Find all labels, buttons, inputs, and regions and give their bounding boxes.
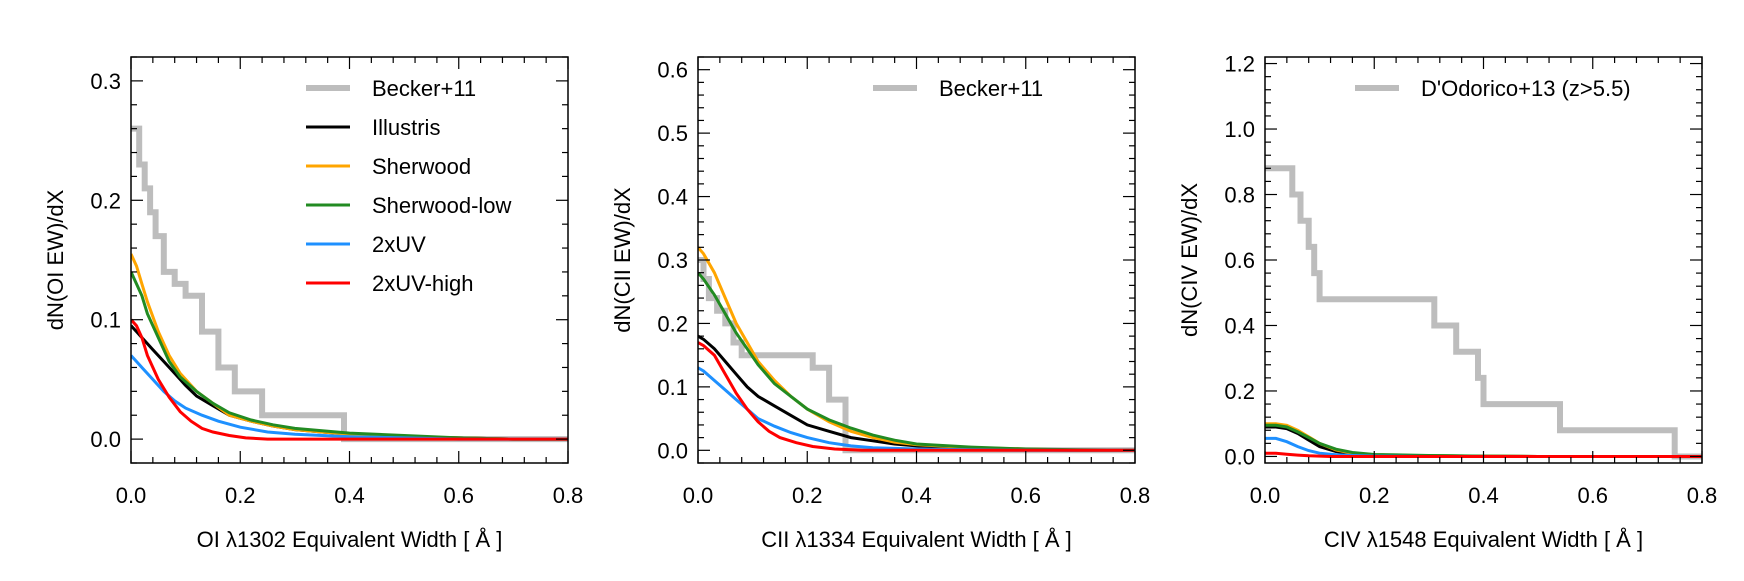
series-line-2xuv-high — [698, 341, 1135, 452]
x-tick-label: 0.0 — [1250, 483, 1281, 508]
y-axis-title: dN(CIV EW)/dX — [1177, 183, 1202, 337]
x-tick-label: 0.8 — [1120, 483, 1151, 508]
series-line-2xuv-high — [1265, 451, 1702, 458]
x-tick-label: 0.4 — [901, 483, 932, 508]
y-tick-label: 0.5 — [657, 121, 688, 146]
x-tick-label: 0.6 — [1577, 483, 1608, 508]
x-tick-label: 0.6 — [1010, 483, 1041, 508]
y-tick-label: 0.3 — [657, 248, 688, 273]
x-tick-label: 0.4 — [334, 483, 365, 508]
chart-panel-3: 0.0 0.2 0.4 0.6 0.8 0.0 0.2 0.4 0.6 0.8 1.0 1.2 CIV … — [1177, 52, 1717, 552]
legend-label: Becker+11 — [372, 76, 476, 101]
y-tick-label: 0.8 — [1224, 183, 1255, 208]
y-tick-label: 0.2 — [90, 188, 121, 213]
series-line-d-odorico-13-z-5-5- — [1265, 165, 1702, 460]
x-axis-title: CII λ1334 Equivalent Width [ Å ] — [761, 527, 1072, 552]
x-tick-label: 0.6 — [443, 483, 474, 508]
y-tick-label: 1.2 — [1224, 52, 1255, 77]
y-tick-label: 0.6 — [657, 58, 688, 83]
x-tick-label: 0.2 — [1359, 483, 1390, 508]
x-tick-label: 0.0 — [683, 483, 714, 508]
x-tick-label: 0.2 — [792, 483, 823, 508]
x-tick-label: 0.2 — [225, 483, 256, 508]
plot-frame — [130, 56, 569, 464]
legend-label: Sherwood — [372, 154, 471, 179]
legend-label: D'Odorico+13 (z>5.5) — [1421, 76, 1631, 101]
y-tick-label: 0.2 — [1224, 379, 1255, 404]
legend-label: Illustris — [372, 115, 440, 140]
legend: Becker+11 Illustris Sherwood Sherwood-low 2x… — [306, 76, 512, 296]
series-line-becker-11 — [131, 125, 568, 443]
x-axis-title: CIV λ1548 Equivalent Width [ Å ] — [1324, 527, 1643, 552]
x-tick-label: 0.8 — [1687, 483, 1718, 508]
chart-panel-2: 0.0 0.2 0.4 0.6 0.8 0.0 0.1 0.2 0.3 0.4 0.5 0.6 CII … — [610, 56, 1151, 552]
x-tick-label: 0.8 — [553, 483, 584, 508]
series-line-sherwood-low — [131, 271, 568, 441]
y-tick-label: 0.6 — [1224, 248, 1255, 273]
legend-label: Sherwood-low — [372, 193, 512, 218]
plot-frame — [697, 56, 1136, 464]
y-tick-label: 1.0 — [1224, 117, 1255, 142]
y-tick-label: 0.3 — [90, 69, 121, 94]
x-tick-label: 0.0 — [116, 483, 147, 508]
series-line-2xuv — [698, 366, 1135, 452]
x-tick-label: 0.4 — [1468, 483, 1499, 508]
series-line-sherwood-low — [698, 271, 1135, 452]
y-axis-title: dN(CII EW)/dX — [610, 187, 635, 333]
y-tick-label: 0.0 — [657, 438, 688, 463]
chart-panel-1: 0.0 0.2 0.4 0.6 0.8 0.0 0.1 0.2 0.3 OI λ1302 Equi… — [43, 56, 584, 552]
y-tick-label: 0.1 — [657, 375, 688, 400]
y-tick-label: 0.4 — [1224, 313, 1255, 338]
y-tick-label: 0.4 — [657, 185, 688, 210]
legend: D'Odorico+13 (z>5.5) — [1355, 76, 1631, 101]
y-tick-label: 0.0 — [90, 427, 121, 452]
legend-label: 2xUV-high — [372, 271, 474, 296]
y-axis-title: dN(OI EW)/dX — [43, 189, 68, 330]
legend-label: 2xUV — [372, 232, 426, 257]
legend: Becker+11 — [873, 76, 1043, 101]
series-line-2xuv-high — [131, 318, 568, 441]
x-axis-title: OI λ1302 Equivalent Width [ Å ] — [197, 527, 503, 552]
legend-label: Becker+11 — [939, 76, 1043, 101]
y-tick-label: 0.2 — [657, 311, 688, 336]
y-tick-label: 0.0 — [1224, 444, 1255, 469]
series-line-illustris — [131, 324, 568, 441]
y-tick-label: 0.1 — [90, 308, 121, 333]
